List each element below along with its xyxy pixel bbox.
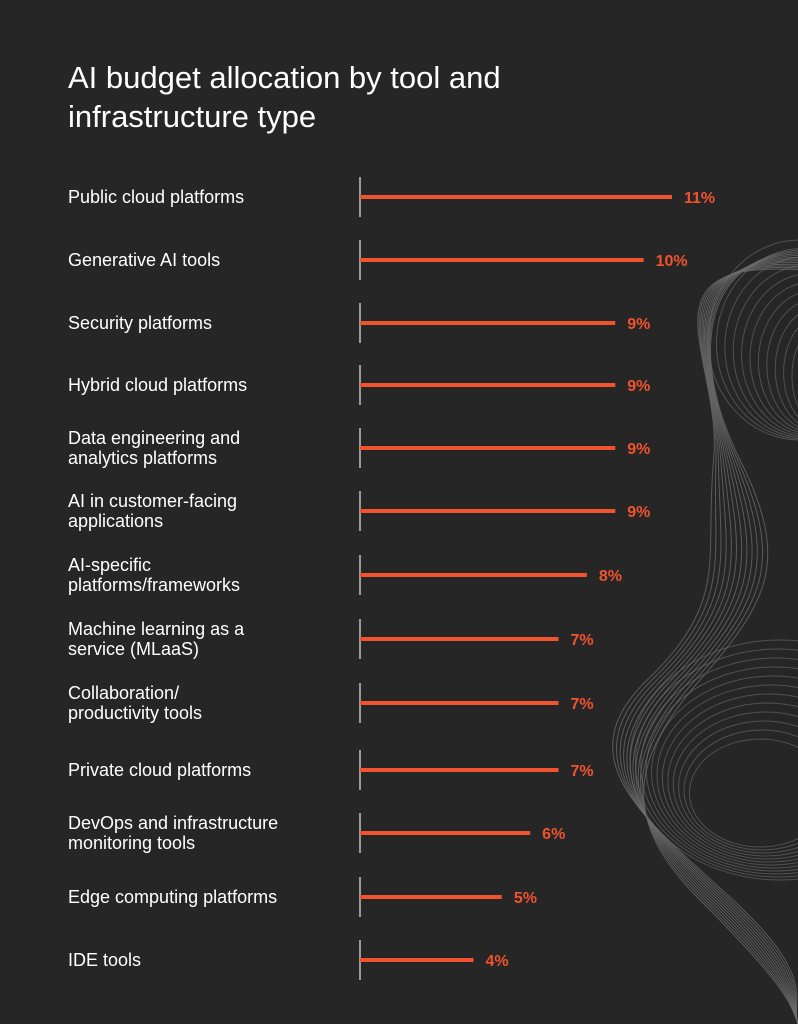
value-label: 8% [599,568,622,585]
bar [360,195,672,199]
decorative-loop [757,293,798,431]
bar-row: Security platforms 9% [68,303,650,343]
decorative-loop [732,265,798,437]
decorative-loop [774,314,798,424]
value-label: 9% [627,441,650,458]
bar [360,701,559,705]
category-label: Generative AI tools [68,250,220,270]
value-label: 9% [627,316,650,333]
bar [360,446,616,450]
decorative-line [615,267,798,1024]
category-label: Edge computing platforms [68,887,277,907]
category-label: IDE tools [68,950,141,970]
value-label: 7% [571,696,594,713]
decorative-line [619,265,798,1024]
bar [360,258,644,262]
category-label: Public cloud platforms [68,187,244,207]
value-label: 5% [514,890,537,907]
decorative-loop [749,283,798,433]
bar-row: DevOps and infrastructure monitoring tool… [68,813,565,853]
decorative-line [639,253,798,1024]
category-label: Private cloud platforms [68,760,251,780]
bar [360,831,531,835]
decorative-loop [640,657,798,875]
category-label: AI in customer-facing applications [68,491,237,531]
bar-row: IDE tools 4% [68,940,509,980]
decorative-line [623,263,798,1024]
bar [360,958,474,962]
decorative-line [641,251,798,1024]
decorative-loop [661,693,798,863]
decorative-line [632,258,798,1024]
value-label: 7% [571,632,594,649]
bar-row: Collaboration/productivity tools 7% [68,683,594,723]
bar-row: AI-specific platforms/frameworks 8% [68,555,622,595]
bar [360,509,616,513]
decorative-line [635,256,798,1024]
bar-row: Machine learning as a service (MLaaS) 7% [68,619,594,659]
category-label: Data engineering and analytics platforms [68,428,240,468]
decorative-loop [656,684,798,866]
bar-row: AI in customer-facing applications 9% [68,491,650,531]
value-label: 11% [684,190,715,207]
bar-row: Hybrid cloud platforms 9% [68,365,650,405]
bar [360,768,559,772]
value-label: 7% [571,763,594,780]
value-label: 10% [656,253,688,270]
bar [360,895,502,899]
category-label: DevOps and infrastructure monitoring tool… [68,813,278,853]
decorative-loop [724,256,798,438]
bar [360,573,587,577]
category-label: AI-specific platforms/frameworks [68,555,240,595]
bar-row: Public cloud platforms 11% [68,177,715,217]
value-label: 4% [485,953,508,970]
decorative-loop [678,720,798,854]
decorative-loop [672,711,798,857]
decorative-loop [791,344,798,408]
bar-row: Generative AI tools 10% [68,240,688,280]
decorative-loop [741,274,798,435]
decorative-line [629,260,798,1024]
decorative-loop [766,303,798,428]
decorative-line [637,254,798,1024]
chart-title: AI budget allocation by tool and infrast… [68,60,501,134]
value-label: 9% [627,504,650,521]
decorative-loop [645,666,798,872]
decorative-line [612,268,798,1024]
value-label: 9% [627,378,650,395]
value-label: 6% [542,826,565,843]
bar [360,321,616,325]
bar-row: Private cloud platforms 7% [68,750,594,790]
category-label: Security platforms [68,313,212,333]
bar-row: Edge computing platforms 5% [68,877,537,917]
category-label: Collaboration/productivity tools [68,683,202,723]
bar [360,383,616,387]
decorative-loop [715,248,798,440]
decorative-line [626,262,798,1024]
decorative-loop [651,675,798,869]
bar-row: Data engineering and analytics platforms 9… [68,428,650,468]
bar [360,637,559,641]
decorative-loop [783,327,798,418]
decorative-loop [683,729,798,851]
decorative-loop [634,648,798,878]
category-label: Hybrid cloud platforms [68,375,247,395]
category-label: Machine learning as a service (MLaaS) [68,619,245,659]
decorative-loop [667,702,798,860]
decorative-loop [688,738,798,848]
